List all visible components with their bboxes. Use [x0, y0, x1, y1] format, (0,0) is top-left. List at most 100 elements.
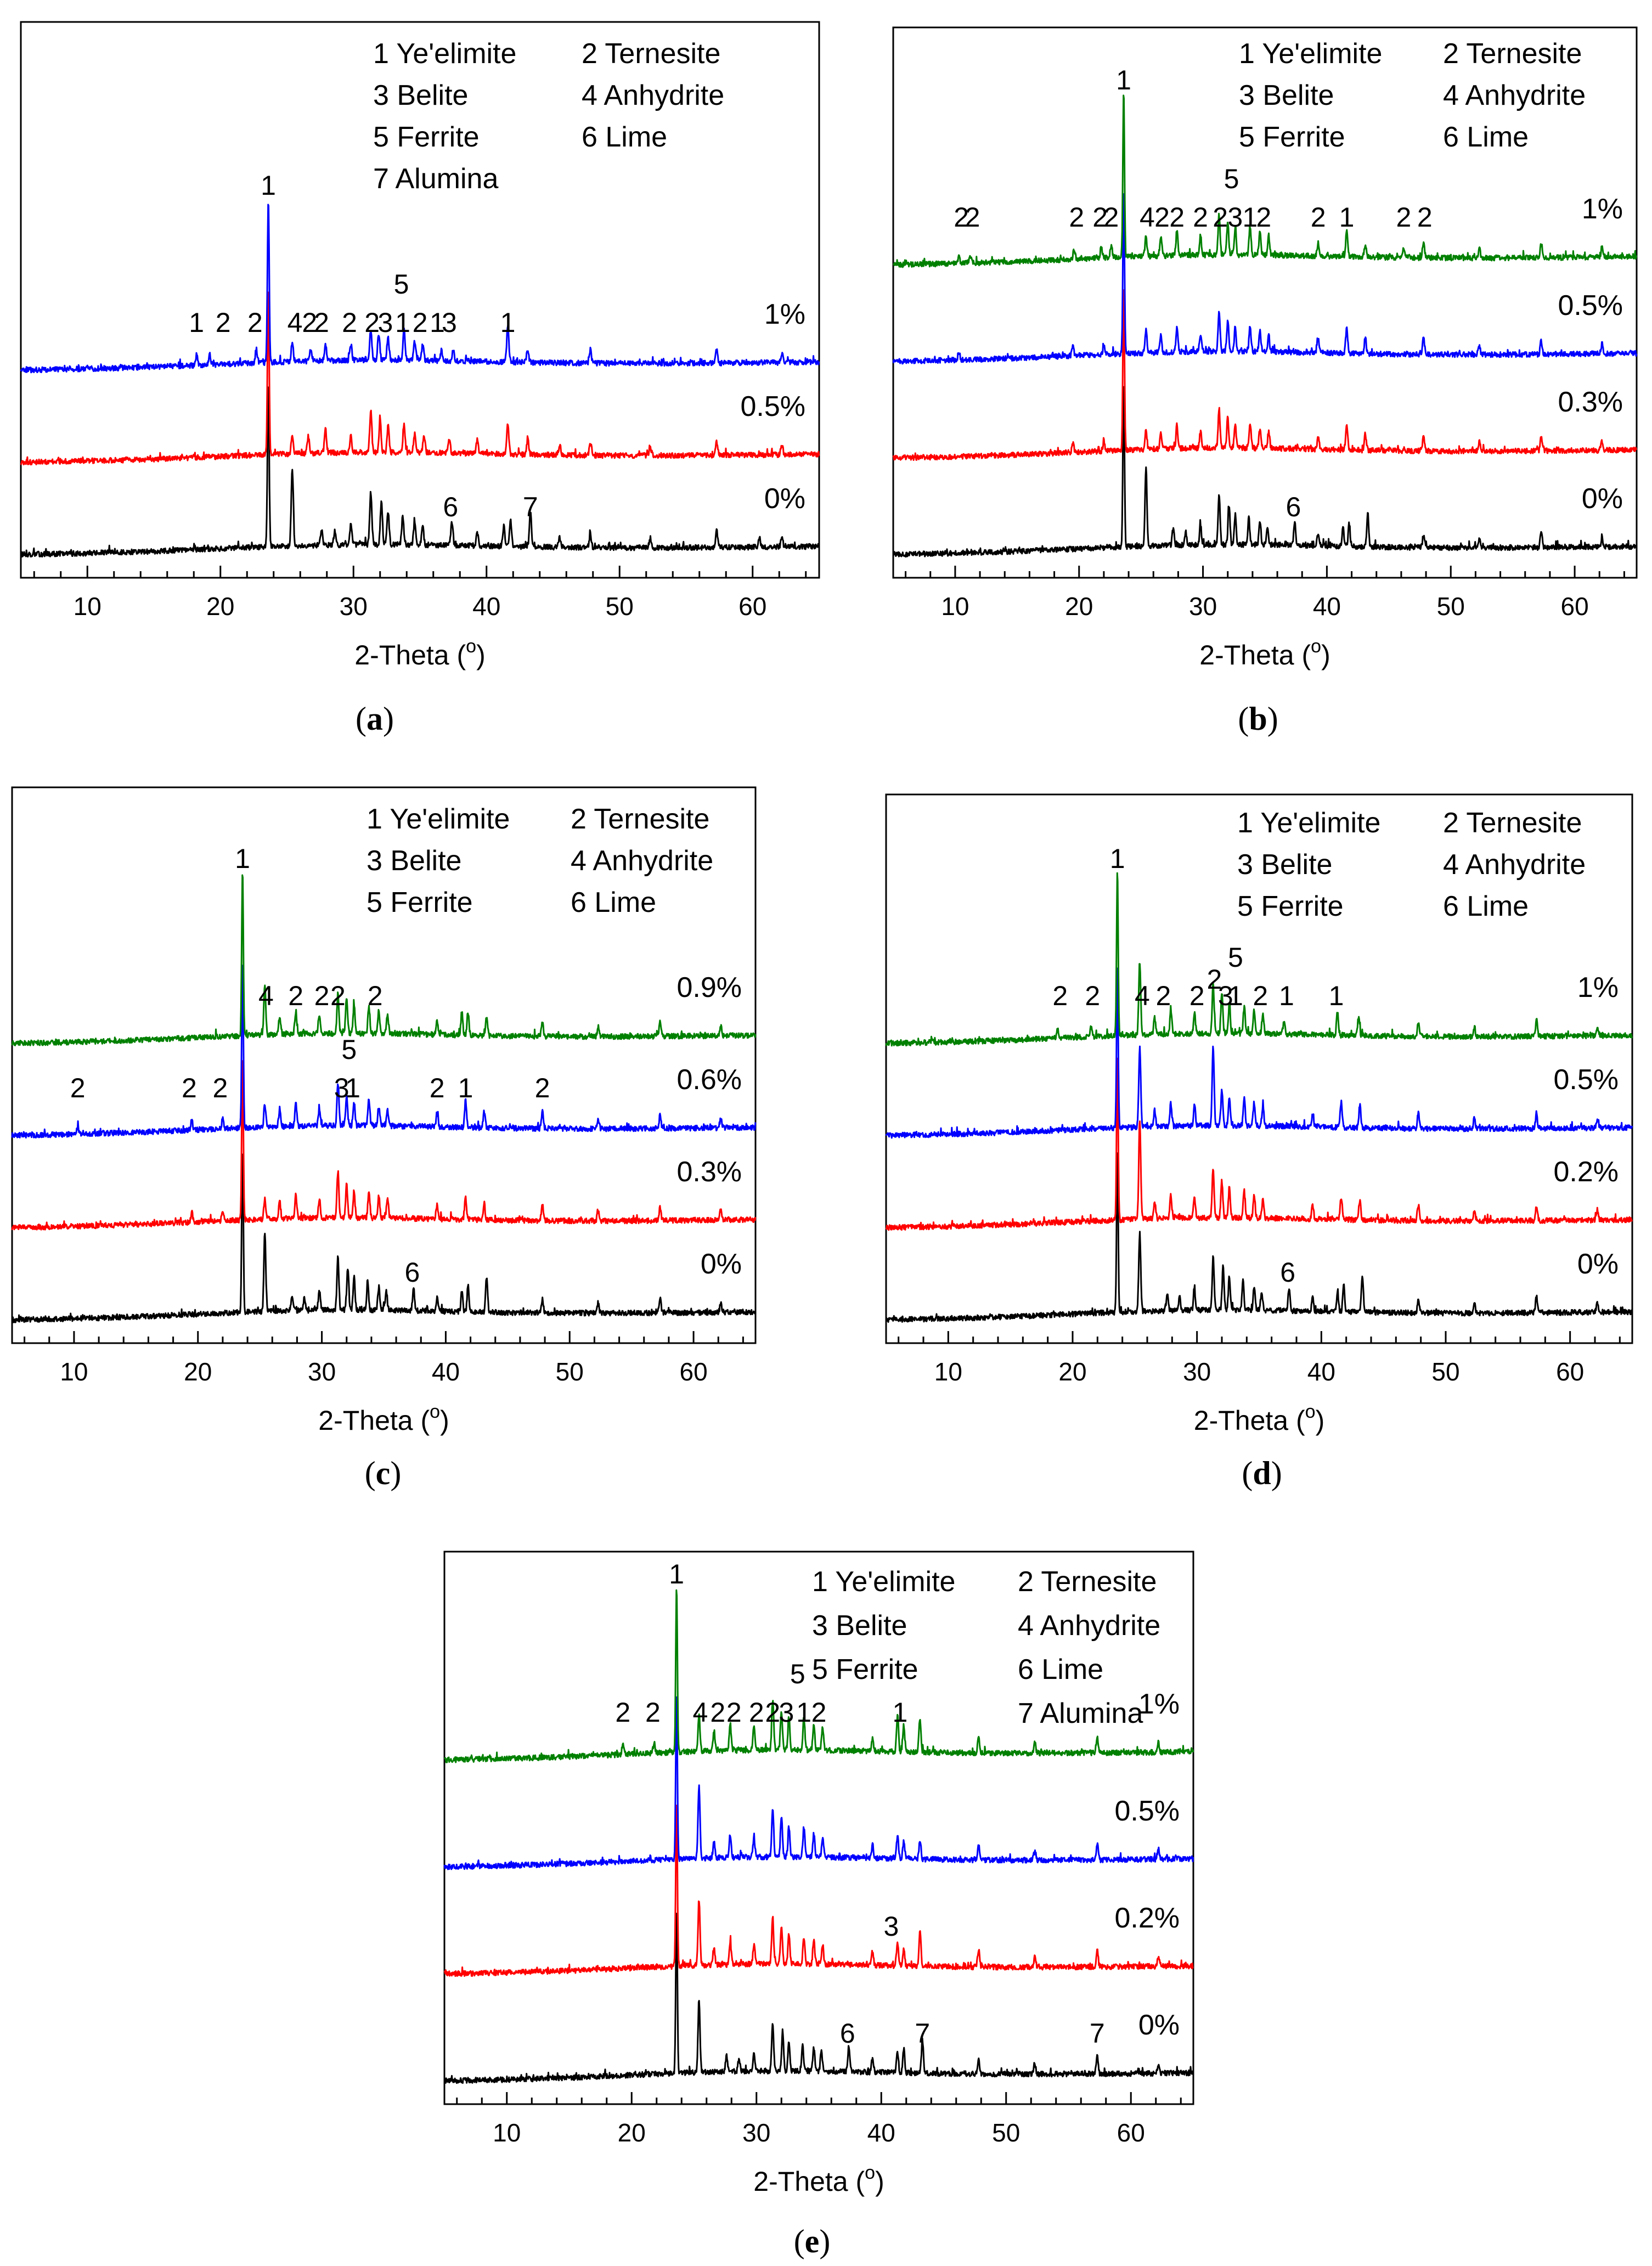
legend-entry: 6 Lime — [582, 121, 667, 153]
panel-c: 10 20 30 40 50 60 2-Theta (o) (c) 1 Ye'elimite 2 … — [11, 786, 757, 1491]
peak-label: 2 — [1253, 980, 1268, 1011]
peak-label: 1 — [1228, 980, 1243, 1011]
x-tick-label: 10 — [60, 1357, 88, 1386]
series-tag: 0.5% — [1114, 1795, 1180, 1827]
panel-caption: (d) — [1242, 1455, 1282, 1491]
peak-label: 2 — [212, 1073, 228, 1103]
legend-entry: 5 Ferrite — [1237, 890, 1344, 922]
panel-caption: (e) — [794, 2223, 831, 2259]
legend-entry: 6 Lime — [571, 887, 656, 918]
series-tag: 1% — [1138, 1688, 1180, 1720]
x-axis-title: 2-Theta (o) — [1194, 1401, 1324, 1436]
x-tick-label: 30 — [1183, 1357, 1211, 1386]
legend-entry: 7 Alumina — [1018, 1698, 1143, 1729]
series-tag: 0.3% — [1558, 386, 1623, 418]
legend-entry: 3 Belite — [1239, 80, 1334, 111]
peak-label: 1 — [1110, 843, 1125, 874]
x-tick-label: 40 — [472, 592, 500, 621]
legend-entry: 5 Ferrite — [812, 1654, 918, 1686]
series-tag: 0% — [1577, 1248, 1619, 1280]
series-line-0p3pct — [892, 289, 1638, 461]
series-tag: 0.3% — [676, 1156, 742, 1188]
panel-e: 10 20 30 40 50 60 2-Theta (o) (e) 1 Ye'elimite 2 … — [443, 1551, 1194, 2259]
legend-entry: 6 Lime — [1443, 890, 1529, 922]
x-axis-title: 2-Theta (o) — [354, 636, 485, 670]
series-tag: 0.2% — [1114, 1902, 1180, 1934]
peak-label: 1 — [1339, 202, 1355, 233]
peak-label: 6 — [1286, 492, 1301, 522]
legend-entry: 1 Ye'elimite — [812, 1566, 955, 1598]
legend-entry: 5 Ferrite — [1239, 121, 1345, 153]
series-tag: 0.5% — [1558, 290, 1623, 322]
legend-entry: 4 Anhydrite — [582, 80, 724, 111]
peak-label: 2 — [765, 1697, 780, 1728]
series-tag: 1% — [1577, 972, 1619, 1004]
x-tick-label: 20 — [618, 2118, 646, 2147]
x-axis-title: 2-Theta (o) — [753, 2162, 884, 2197]
peak-label: 7 — [915, 2018, 930, 2049]
peak-label: 2 — [1189, 980, 1205, 1011]
peak-label: 4 — [692, 1697, 708, 1728]
peak-label: 2 — [288, 980, 303, 1011]
peak-label: 2 — [314, 307, 329, 338]
series-tag: 0.5% — [1553, 1064, 1619, 1096]
series-line-0pct — [443, 1913, 1194, 2084]
legend-entry: 4 Anhydrite — [1443, 80, 1586, 111]
legend-entry: 4 Anhydrite — [571, 845, 713, 877]
peak-label: 2 — [1156, 980, 1171, 1011]
peak-label: 3 — [1227, 202, 1243, 233]
x-tick-label: 30 — [340, 592, 368, 621]
series-line-0pct — [20, 386, 820, 558]
peak-label: 2 — [368, 980, 383, 1011]
legend-entry: 2 Ternesite — [1443, 38, 1582, 70]
peak-label: 1 — [1329, 980, 1344, 1011]
peak-label: 2 — [1154, 202, 1170, 233]
peak-label: 2 — [1396, 202, 1412, 233]
panel-b: 10 20 30 40 50 60 2-Theta (o) (b) 1 Ye'elimite 2 … — [892, 26, 1638, 737]
series-line-0p2pct — [443, 1805, 1194, 1977]
x-tick-label: 30 — [1189, 592, 1217, 621]
panel-d: 10 20 30 40 50 60 2-Theta (o) (d) 1 Ye'elimite 2 … — [885, 793, 1633, 1491]
legend-entry: 4 Anhydrite — [1018, 1610, 1160, 1642]
x-tick-label: 50 — [1431, 1357, 1459, 1386]
legend-entry: 1 Ye'elimite — [1237, 807, 1380, 839]
peak-label: 1 — [796, 1697, 811, 1728]
x-tick-label: 60 — [1556, 1357, 1584, 1386]
series-line-0pct — [11, 1153, 757, 1323]
legend-entry: 2 Ternesite — [571, 803, 709, 835]
peak-label: 2 — [1104, 202, 1119, 233]
peak-label: 2 — [1311, 202, 1326, 233]
legend-entry: 3 Belite — [812, 1610, 907, 1642]
panel-a: 10 20 30 40 50 60 2-Theta (o) (a) 1 Ye'elimite 2 … — [20, 21, 820, 737]
x-tick-label: 60 — [738, 592, 766, 621]
x-tick-label: 20 — [1058, 1357, 1086, 1386]
peak-label: 4 — [258, 980, 274, 1011]
series-tag: 0% — [1138, 2009, 1180, 2041]
peak-label: 2 — [430, 1073, 445, 1103]
peak-label: 5 — [1228, 942, 1243, 973]
peak-label: 1 — [395, 307, 410, 338]
peak-label: 6 — [840, 2018, 855, 2049]
legend-entry: 1 Ye'elimite — [367, 803, 510, 835]
peak-label: 3 — [442, 307, 457, 338]
peak-label: 1 — [345, 1073, 360, 1103]
series-line-0p6pct — [11, 965, 757, 1139]
plot-frame — [443, 1551, 1194, 2105]
peak-label: 1 — [458, 1073, 473, 1103]
peak-label: 2 — [954, 202, 969, 233]
x-tick-label: 20 — [1065, 592, 1093, 621]
peak-label: 2 — [70, 1073, 86, 1103]
legend-entry: 6 Lime — [1018, 1654, 1103, 1686]
legend-entry: 3 Belite — [1237, 849, 1332, 881]
panel-caption: (a) — [356, 701, 394, 737]
peak-label: 1 — [669, 1559, 684, 1589]
peak-label: 6 — [443, 492, 458, 522]
peak-label: 2 — [645, 1697, 661, 1728]
peak-label: 2 — [413, 307, 428, 338]
peak-label: 3 — [779, 1697, 794, 1728]
panel-caption: (c) — [365, 1455, 402, 1491]
series-line-1pct — [443, 1589, 1194, 1763]
peak-label: 4 — [287, 307, 303, 338]
peak-label: 2 — [726, 1697, 742, 1728]
peak-label: 1 — [892, 1697, 907, 1728]
